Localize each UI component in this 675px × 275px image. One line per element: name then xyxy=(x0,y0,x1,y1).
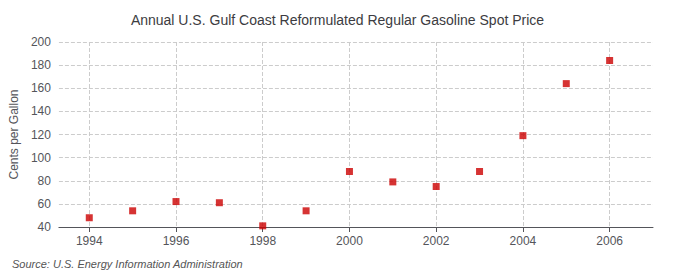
svg-text:60: 60 xyxy=(38,197,52,211)
svg-text:80: 80 xyxy=(38,174,52,188)
svg-text:2004: 2004 xyxy=(510,234,537,248)
svg-text:160: 160 xyxy=(31,81,51,95)
svg-text:200: 200 xyxy=(31,35,51,49)
svg-text:1998: 1998 xyxy=(249,234,276,248)
svg-text:2006: 2006 xyxy=(596,234,623,248)
svg-text:140: 140 xyxy=(31,104,51,118)
svg-text:2000: 2000 xyxy=(336,234,363,248)
svg-text:Annual U.S. Gulf Coast Reformu: Annual U.S. Gulf Coast Reformulated Regu… xyxy=(131,12,544,28)
svg-text:Cents per Gallon: Cents per Gallon xyxy=(7,89,21,179)
svg-text:1996: 1996 xyxy=(163,234,190,248)
svg-text:40: 40 xyxy=(38,220,52,234)
svg-text:2002: 2002 xyxy=(423,234,450,248)
svg-text:180: 180 xyxy=(31,58,51,72)
svg-text:Source: U.S. Energy Informatio: Source: U.S. Energy Information Administ… xyxy=(12,258,243,270)
svg-text:100: 100 xyxy=(31,151,51,165)
svg-text:1994: 1994 xyxy=(76,234,103,248)
svg-text:120: 120 xyxy=(31,128,51,142)
